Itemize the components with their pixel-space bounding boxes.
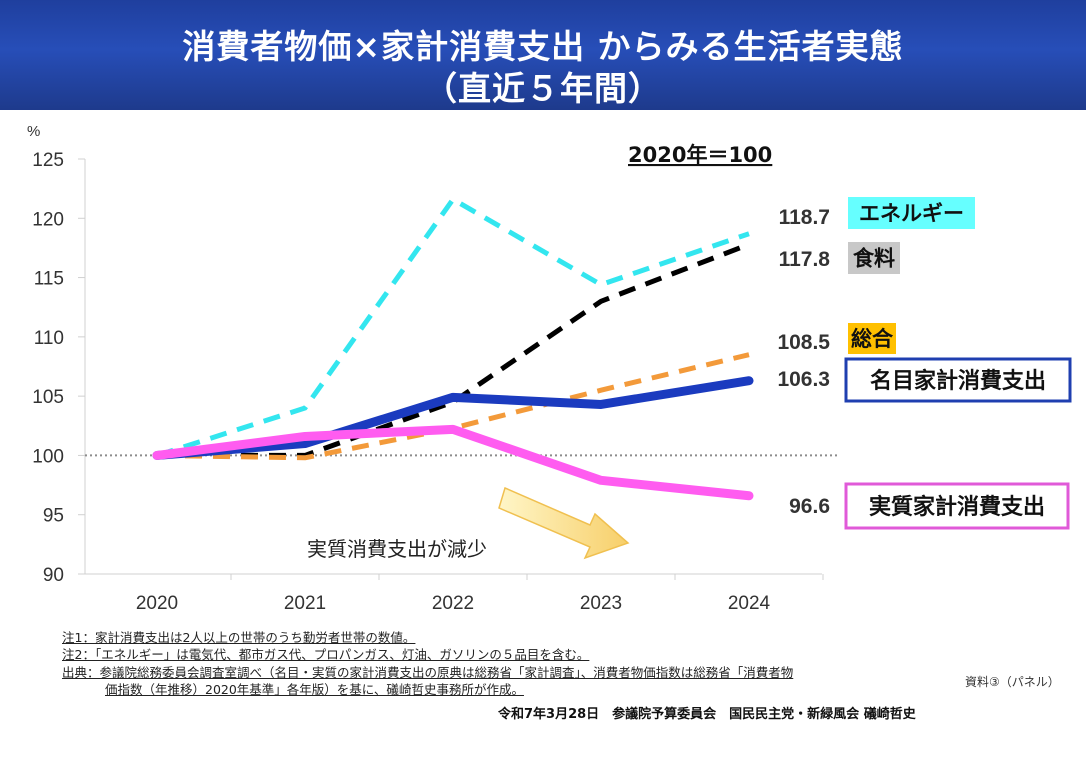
decrease-arrow-annotation: 実質消費支出が減少 <box>307 486 630 561</box>
footer-credit: 令和7年3月28日 参議院予算委員会 国民民主党・新緑風会 礒崎哲史 <box>498 707 916 722</box>
end-value-real-spending: 96.6 <box>789 495 830 518</box>
legend-tag-box-real-spending <box>844 482 1070 530</box>
legend-tag-real-spending: 実質家計消費支出 <box>869 494 1045 520</box>
x-tick-label: 2021 <box>284 593 326 614</box>
legend-tag-nominal-spending: 名目家計消費支出 <box>870 368 1046 394</box>
series-labels: 118.7 エネルギー 117.8 食料 108.5 総合 106.3 名目家計消費支出 96.… <box>777 197 1072 530</box>
series-line-energy <box>156 196 750 458</box>
series-layer <box>152 196 754 501</box>
legend-tag-box-overall <box>848 323 896 354</box>
note-1: 注1：家計消費支出は2人以上の世帯のうち勤労者世帯の数値。 <box>62 630 416 645</box>
y-axis: 90 95 100 105 110 115 120 125 <box>32 150 85 586</box>
series-line-real-spending <box>152 424 754 501</box>
end-value-overall: 108.5 <box>777 331 830 354</box>
y-tick-label: 110 <box>34 328 64 349</box>
decrease-annotation-text: 実質消費支出が減少 <box>307 537 487 561</box>
source-line-1: 出典：参議院総務委員会調査室調べ（名目・実質の家計消費支出の原典は総務省「家計調… <box>62 665 794 680</box>
page-title: 消費者物価×家計消費支出 からみる生活者実態 <box>182 27 904 66</box>
page-subtitle: （直近５年間） <box>424 69 662 108</box>
x-tick-label: 2020 <box>136 593 178 614</box>
title-banner: 消費者物価×家計消費支出 からみる生活者実態 （直近５年間） <box>0 0 1086 110</box>
legend-tag-box-food <box>848 242 900 274</box>
x-axis: 2020 2021 2022 2023 2024 <box>136 574 824 614</box>
source-reference: 資料③（パネル） <box>965 675 1060 689</box>
end-value-food: 117.8 <box>779 248 831 271</box>
series-line-food <box>157 242 750 458</box>
legend-tag-food: 食料 <box>853 247 895 271</box>
decrease-arrow <box>498 486 630 560</box>
end-value-nominal-spending: 106.3 <box>777 368 830 391</box>
x-tick-label: 2024 <box>728 593 771 614</box>
y-tick-label: 100 <box>32 446 64 467</box>
legend-tag-box-energy <box>848 197 975 229</box>
x-tick-label: 2022 <box>432 593 474 614</box>
baseline-note: 2020年＝100 <box>628 143 772 167</box>
y-tick-label: 95 <box>43 506 64 527</box>
y-tick-label: 105 <box>32 387 64 408</box>
legend-tag-energy: エネルギー <box>859 202 964 226</box>
series-line-overall <box>156 352 750 461</box>
source-line-2: 価指数（年推移）2020年基準」各年版）を基に、礒崎哲史事務所が作成。 <box>105 682 524 697</box>
legend-tag-overall: 総合 <box>851 327 894 351</box>
y-unit-label: % <box>27 123 40 140</box>
y-tick-label: 125 <box>32 150 64 171</box>
y-tick-label: 120 <box>32 209 64 230</box>
series-line-nominal-spending <box>152 376 754 460</box>
x-tick-label: 2023 <box>580 593 622 614</box>
y-tick-label: 115 <box>34 269 64 290</box>
note-2: 注2：「エネルギー」は電気代、都市ガス代、プロパンガス、灯油、ガソリンの５品目を… <box>62 647 590 662</box>
y-tick-label: 90 <box>43 565 64 586</box>
legend-tag-box-nominal-spending <box>844 357 1072 403</box>
end-value-energy: 118.7 <box>779 206 830 229</box>
